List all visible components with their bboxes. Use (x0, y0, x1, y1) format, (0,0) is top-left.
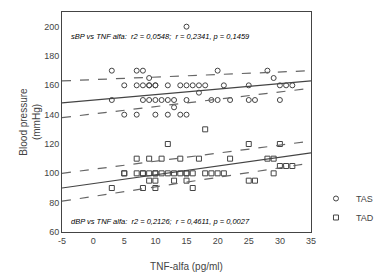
svg-text:dBP vs TNF alfa: r2 = 0,2126;: dBP vs TNF alfa: r2 = 0,2126; r = 0,4611… (71, 217, 250, 226)
svg-text:TAD: TAD (356, 213, 374, 223)
svg-text:140: 140 (44, 110, 59, 120)
svg-text:160: 160 (44, 80, 59, 90)
svg-text:15: 15 (181, 236, 191, 246)
svg-text:TNF-alfa (pg/ml): TNF-alfa (pg/ml) (150, 261, 223, 272)
svg-text:200: 200 (44, 22, 59, 32)
svg-text:-5: -5 (58, 236, 66, 246)
svg-text:30: 30 (275, 236, 285, 246)
svg-text:35: 35 (306, 236, 316, 246)
svg-text:60: 60 (49, 227, 59, 237)
svg-text:0: 0 (91, 236, 96, 246)
svg-text:20: 20 (213, 236, 223, 246)
svg-text:10: 10 (150, 236, 160, 246)
svg-text:25: 25 (244, 236, 254, 246)
svg-text:TAS: TAS (356, 194, 373, 204)
svg-text:5: 5 (122, 236, 127, 246)
svg-text:Blood pressure(mmHg): Blood pressure(mmHg) (18, 88, 42, 156)
svg-text:120: 120 (44, 139, 59, 149)
svg-text:80: 80 (49, 198, 59, 208)
svg-text:100: 100 (44, 168, 59, 178)
svg-text:sBP vs TNF alfa: r2 = 0,0548;: sBP vs TNF alfa: r2 = 0,0548; r = 0,2341… (71, 32, 250, 41)
svg-text:180: 180 (44, 51, 59, 61)
